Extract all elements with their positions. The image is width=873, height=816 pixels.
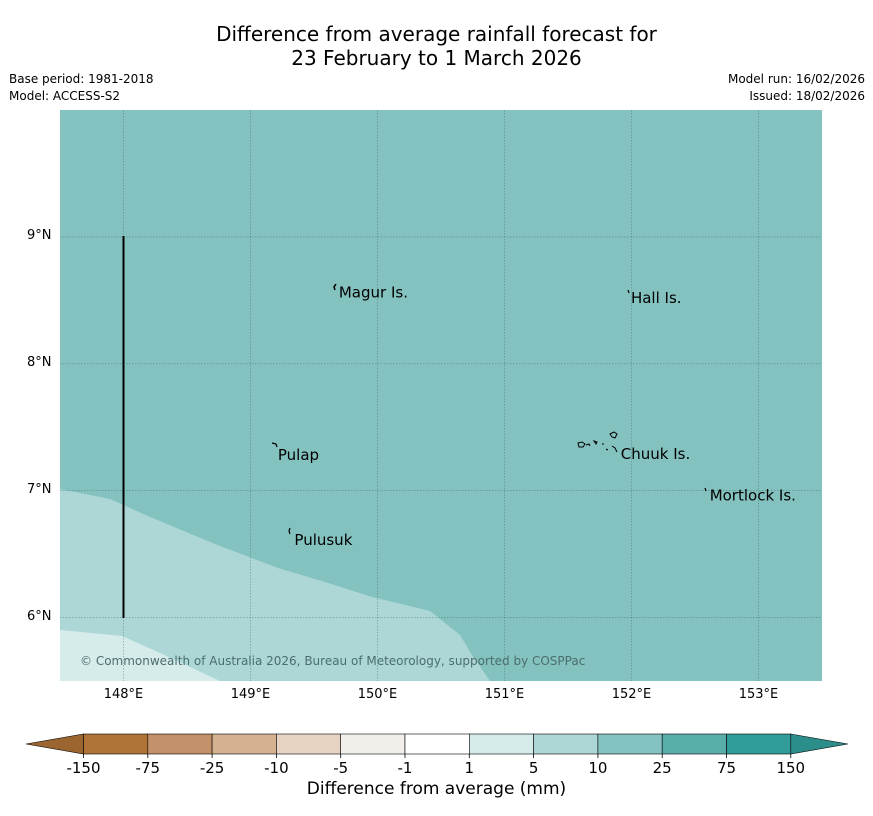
y-tick-label: 8°N bbox=[27, 354, 52, 370]
colorbar: -150 -75 -25 -10 -5 -1 1 5 10 25 75 150 bbox=[25, 733, 849, 777]
colorbar-tick-label: -150 bbox=[66, 759, 100, 777]
x-tick-label: 150°E bbox=[357, 687, 398, 702]
colorbar-segment bbox=[147, 733, 213, 755]
colorbar-tick-label: 25 bbox=[653, 759, 672, 777]
zone-1-to-5 bbox=[60, 630, 220, 681]
colorbar-segment bbox=[404, 733, 470, 755]
x-tick-label: 153°E bbox=[738, 687, 779, 702]
y-tick-label: 6°N bbox=[27, 608, 52, 624]
colorbar-extend-high bbox=[790, 733, 849, 755]
issued-text: Issued: 18/02/2026 bbox=[749, 89, 865, 103]
base-period-text: Base period: 1981-2018 bbox=[9, 72, 154, 86]
colorbar-segment bbox=[276, 733, 341, 755]
colorbar-tick-label: 10 bbox=[588, 759, 607, 777]
pulap-islet bbox=[271, 442, 278, 448]
colorbar-segment bbox=[533, 733, 599, 755]
colorbar-tick-label: -5 bbox=[333, 759, 348, 777]
colorbar-segment bbox=[597, 733, 663, 755]
y-tick-label: 7°N bbox=[27, 481, 52, 497]
colorbar-tick-label: 150 bbox=[776, 759, 805, 777]
place-label: Hall Is. bbox=[631, 289, 682, 307]
x-tick-label: 151°E bbox=[484, 687, 525, 702]
colorbar-extend-low bbox=[25, 733, 84, 755]
pulusuk-islet bbox=[288, 527, 291, 535]
zone-5-to-10 bbox=[60, 489, 490, 681]
place-label: Pulap bbox=[278, 446, 319, 464]
place-label: Magur Is. bbox=[339, 284, 408, 302]
chart-title: Difference from average rainfall forecas… bbox=[0, 22, 873, 70]
colorbar-label: Difference from average (mm) bbox=[306, 779, 567, 799]
x-tick-label: 148°E bbox=[103, 687, 144, 702]
colorbar-tick-label: -75 bbox=[136, 759, 161, 777]
title-line-2: 23 February to 1 March 2026 bbox=[291, 46, 582, 70]
title-line-1: Difference from average rainfall forecas… bbox=[216, 22, 657, 46]
place-label: Mortlock Is. bbox=[710, 487, 796, 505]
colorbar-segment bbox=[468, 733, 534, 755]
colorbar-tick-label: -10 bbox=[264, 759, 289, 777]
place-label: Pulusuk bbox=[294, 531, 352, 549]
x-tick-label: 152°E bbox=[611, 687, 652, 702]
model-text: Model: ACCESS-S2 bbox=[9, 89, 121, 103]
meta-right: Model run: 16/02/2026 Issued: 18/02/2026 bbox=[728, 71, 865, 105]
magur-islet bbox=[333, 283, 337, 291]
colorbar-tick-label: -1 bbox=[398, 759, 413, 777]
colorbar-segment bbox=[83, 733, 149, 755]
meta-left: Base period: 1981-2018 Model: ACCESS-S2 bbox=[9, 71, 154, 105]
chuuk-islands-shape bbox=[577, 431, 618, 453]
colorbar-tick-label: 5 bbox=[529, 759, 539, 777]
colorbar-segment bbox=[661, 733, 727, 755]
x-tick-label: 149°E bbox=[230, 687, 271, 702]
colorbar-segment bbox=[340, 733, 406, 755]
rainfall-map: Magur Is. Hall Is. Pulap Chuuk Is. Mortlock … bbox=[60, 110, 822, 681]
colorbar-segment bbox=[726, 733, 792, 755]
y-tick-label: 9°N bbox=[27, 227, 52, 243]
model-run-text: Model run: 16/02/2026 bbox=[727, 72, 865, 86]
hall-islet bbox=[627, 289, 630, 294]
colorbar-tick-label: 75 bbox=[717, 759, 736, 777]
colorbar-tick-label: 1 bbox=[465, 759, 475, 777]
place-labels: Magur Is. Hall Is. Pulap Chuuk Is. Mortlock … bbox=[278, 284, 796, 549]
place-label: Chuuk Is. bbox=[621, 445, 690, 463]
colorbar-tick-label: -25 bbox=[200, 759, 225, 777]
mortlock-islet bbox=[704, 487, 707, 492]
colorbar-segment bbox=[211, 733, 277, 755]
copyright-text: © Commonwealth of Australia 2026, Bureau… bbox=[80, 654, 585, 668]
